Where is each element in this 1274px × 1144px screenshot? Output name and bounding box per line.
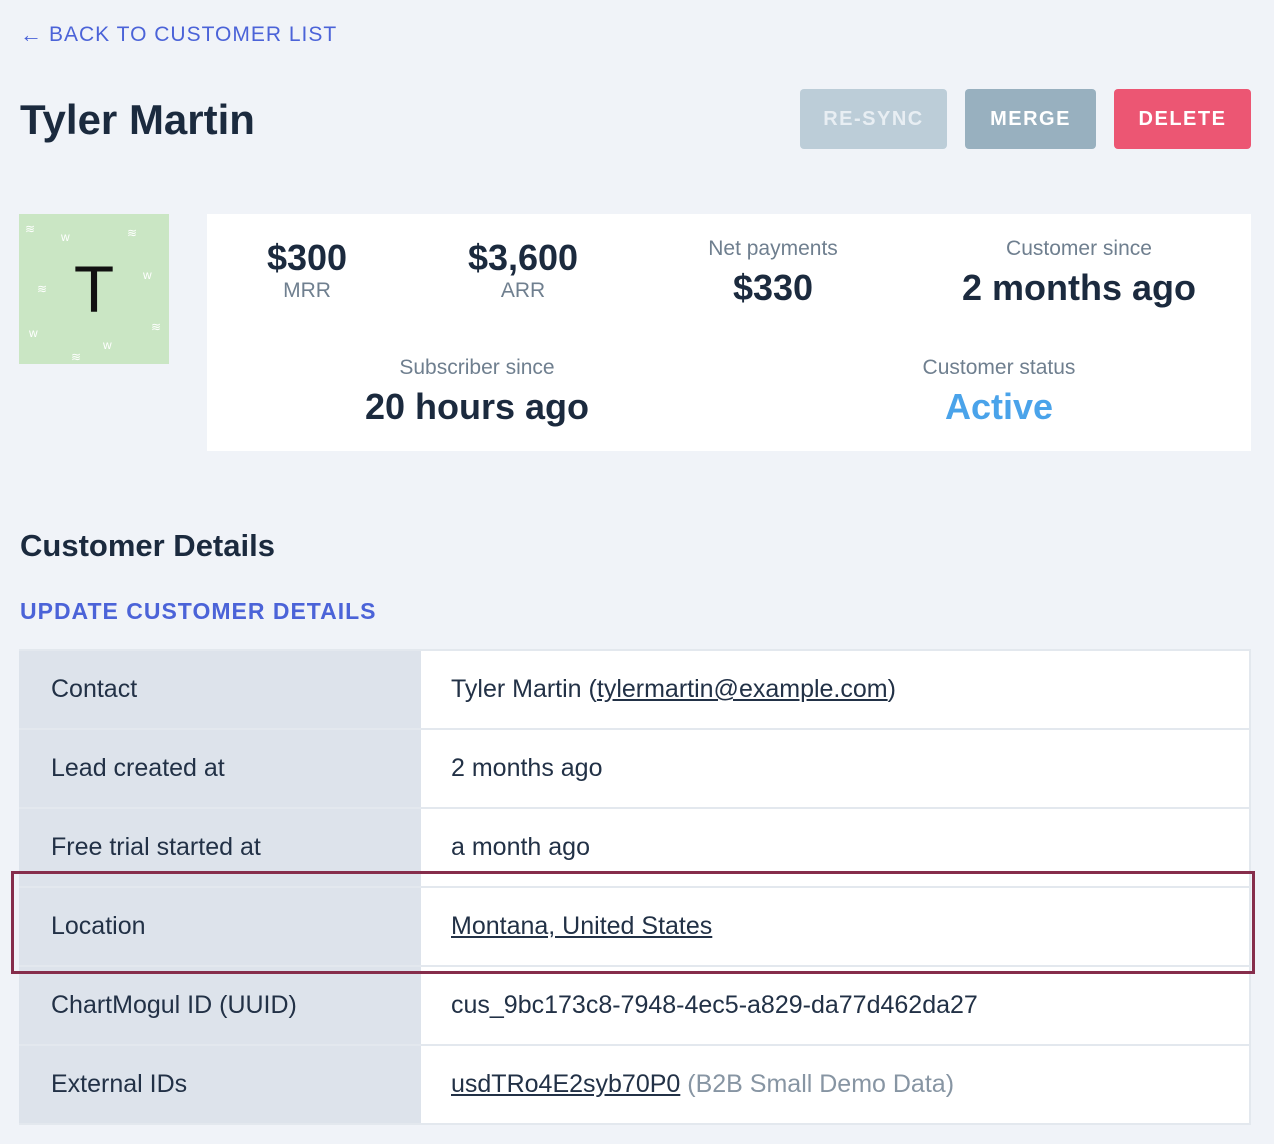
net-payments-label: Net payments bbox=[708, 237, 838, 260]
stat-customer-status: Customer status Active bbox=[849, 355, 1149, 427]
table-row-location: Location Montana, United States bbox=[19, 886, 1251, 967]
table-row-lead-created: Lead created at 2 months ago bbox=[19, 728, 1251, 809]
customer-details-title: Customer Details bbox=[20, 528, 275, 563]
mrr-value: $300 bbox=[266, 237, 348, 278]
row-key: Free trial started at bbox=[19, 807, 421, 888]
stat-subscriber-since: Subscriber since 20 hours ago bbox=[327, 355, 627, 427]
avatar-initial: T bbox=[73, 252, 115, 326]
arr-value: $3,600 bbox=[467, 237, 579, 278]
net-payments-value: $330 bbox=[732, 267, 814, 308]
row-value: usdTRo4E2syb70P0 (B2B Small Demo Data) bbox=[421, 1044, 1251, 1125]
customer-details-table: Contact Tyler Martin (tylermartin@exampl… bbox=[19, 649, 1251, 1125]
back-to-customer-list-link[interactable]: ← BACK TO CUSTOMER LIST bbox=[20, 22, 337, 48]
pattern-squiggle: w bbox=[61, 230, 70, 244]
external-id-link[interactable]: usdTRo4E2syb70P0 bbox=[451, 1070, 681, 1098]
delete-button[interactable]: DELETE bbox=[1114, 89, 1251, 149]
stats-card: $300 MRR $3,600 ARR Net payments $330 Cu… bbox=[207, 214, 1251, 451]
row-key: Location bbox=[19, 886, 421, 967]
subscriber-since-label: Subscriber since bbox=[399, 356, 555, 379]
external-id-source: (B2B Small Demo Data) bbox=[687, 1070, 955, 1098]
customer-status-value: Active bbox=[944, 386, 1054, 427]
arr-label: ARR bbox=[500, 279, 546, 302]
table-row-contact: Contact Tyler Martin (tylermartin@exampl… bbox=[19, 649, 1251, 730]
pattern-squiggle: ≋ bbox=[151, 320, 162, 334]
pattern-squiggle: w bbox=[29, 326, 38, 340]
avatar: ≋ w ≋ ≋ w ≋ w w ≋ T bbox=[19, 214, 169, 364]
row-key: Lead created at bbox=[19, 728, 421, 809]
row-key: ChartMogul ID (UUID) bbox=[19, 965, 421, 1046]
contact-email-link[interactable]: tylermartin@example.com bbox=[596, 675, 888, 703]
update-customer-details-link[interactable]: UPDATE CUSTOMER DETAILS bbox=[20, 598, 377, 624]
mrr-label: MRR bbox=[283, 279, 331, 302]
stat-mrr: $300 MRR bbox=[247, 238, 367, 304]
table-row-external-ids: External IDs usdTRo4E2syb70P0 (B2B Small… bbox=[19, 1044, 1251, 1125]
customer-since-value: 2 months ago bbox=[961, 267, 1197, 308]
contact-name: Tyler Martin bbox=[451, 675, 582, 703]
location-link[interactable]: Montana, United States bbox=[451, 912, 713, 940]
customer-since-label: Customer since bbox=[1006, 237, 1152, 260]
merge-button[interactable]: MERGE bbox=[965, 89, 1096, 149]
row-value: Montana, United States bbox=[421, 886, 1251, 967]
customer-status-label: Customer status bbox=[922, 356, 1076, 379]
row-value: Tyler Martin (tylermartin@example.com) bbox=[421, 649, 1251, 730]
stat-net-payments: Net payments $330 bbox=[673, 236, 873, 308]
row-value: cus_9bc173c8-7948-4ec5-a829-da77d462da27 bbox=[421, 965, 1251, 1046]
resync-button[interactable]: RE-SYNC bbox=[800, 89, 947, 149]
row-key: External IDs bbox=[19, 1044, 421, 1125]
table-row-free-trial: Free trial started at a month ago bbox=[19, 807, 1251, 888]
row-value: a month ago bbox=[421, 807, 1251, 888]
table-row-uuid: ChartMogul ID (UUID) cus_9bc173c8-7948-4… bbox=[19, 965, 1251, 1046]
back-link-label: BACK TO CUSTOMER LIST bbox=[49, 23, 338, 46]
pattern-squiggle: w bbox=[103, 338, 112, 352]
pattern-squiggle: ≋ bbox=[37, 282, 48, 296]
arrow-left-icon: ← bbox=[20, 22, 43, 47]
subscriber-since-value: 20 hours ago bbox=[364, 386, 590, 427]
pattern-squiggle: ≋ bbox=[71, 350, 82, 364]
stat-arr: $3,600 ARR bbox=[443, 238, 603, 304]
stat-customer-since: Customer since 2 months ago bbox=[929, 236, 1229, 308]
pattern-squiggle: ≋ bbox=[25, 222, 36, 236]
row-key: Contact bbox=[19, 649, 421, 730]
pattern-squiggle: w bbox=[143, 268, 152, 282]
pattern-squiggle: ≋ bbox=[127, 226, 138, 240]
page-title: Tyler Martin bbox=[20, 96, 255, 143]
row-value: 2 months ago bbox=[421, 728, 1251, 809]
